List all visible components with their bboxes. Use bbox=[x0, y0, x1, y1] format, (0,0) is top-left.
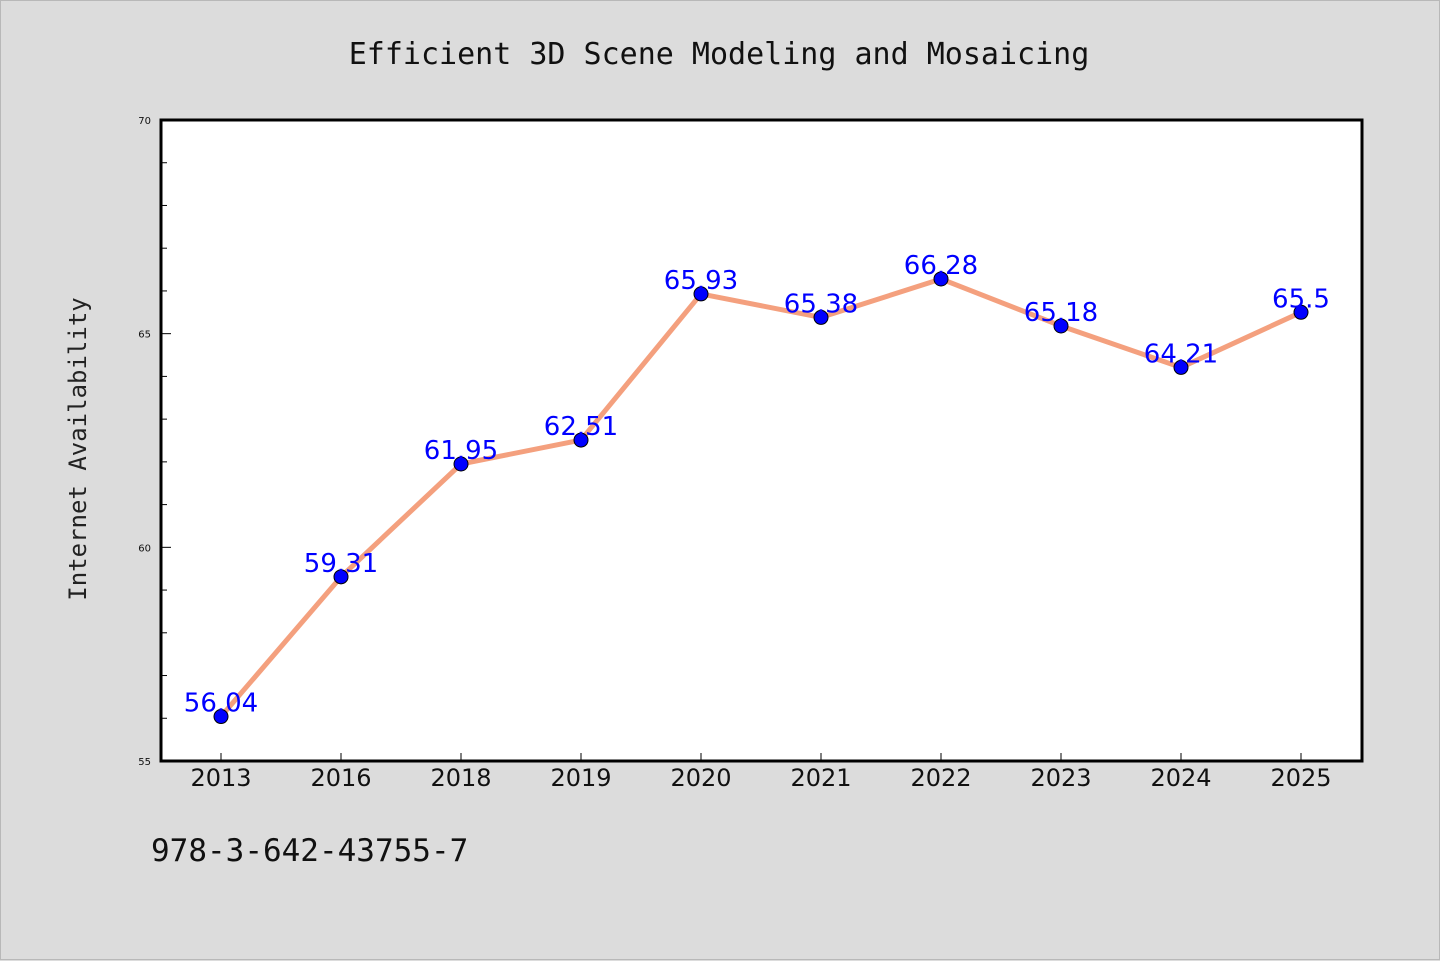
data-point bbox=[213, 709, 229, 725]
data-label: 61.95 bbox=[424, 436, 498, 466]
y-tick-label: 60 bbox=[138, 543, 151, 554]
data-point bbox=[1053, 318, 1069, 334]
x-tick-label: 2021 bbox=[790, 764, 851, 792]
x-tick-label: 2018 bbox=[430, 764, 491, 792]
footer-code: 978-3-642-43755-7 bbox=[151, 833, 469, 869]
data-label: 65.93 bbox=[664, 266, 738, 296]
data-label: 64.21 bbox=[1144, 339, 1218, 369]
data-label: 66.28 bbox=[904, 251, 978, 281]
series-line bbox=[218, 276, 1304, 720]
data-point bbox=[573, 432, 589, 448]
data-point bbox=[453, 456, 469, 472]
y-tick-label: 65 bbox=[138, 330, 151, 341]
series-marks: 56.04 59.31 61.95 62.51 65.93 65.38 66.28 65.18… bbox=[184, 251, 1330, 725]
x-tick-label: 2022 bbox=[910, 764, 971, 792]
data-point bbox=[1173, 359, 1189, 375]
x-tick-label: 2025 bbox=[1270, 764, 1331, 792]
data-point bbox=[813, 309, 829, 325]
data-label: 65.18 bbox=[1024, 298, 1098, 328]
plot-area bbox=[161, 120, 1362, 761]
x-tick-label: 2019 bbox=[550, 764, 611, 792]
x-tick-label: 2023 bbox=[1030, 764, 1091, 792]
x-tick-label: 2020 bbox=[670, 764, 731, 792]
data-point bbox=[693, 286, 709, 302]
chart-title: Efficient 3D Scene Modeling and Mosaicin… bbox=[349, 37, 1090, 72]
data-label: 65.5 bbox=[1272, 284, 1330, 314]
data-label: 59.31 bbox=[304, 549, 378, 579]
data-label: 62.51 bbox=[544, 412, 618, 442]
plot-frame bbox=[159, 118, 1364, 763]
data-point bbox=[1293, 304, 1309, 320]
x-tick-label: 2013 bbox=[190, 764, 251, 792]
x-tick-label: 2016 bbox=[310, 764, 371, 792]
data-label: 65.38 bbox=[784, 289, 858, 319]
data-point bbox=[933, 271, 949, 287]
y-tick-label: 70 bbox=[138, 116, 151, 127]
data-label: 56.04 bbox=[184, 689, 258, 719]
y-tick-label: 55 bbox=[138, 757, 151, 768]
x-tick-label: 2024 bbox=[1150, 764, 1211, 792]
axis-ticks: 55 60 65 70 2013 2016 2018 2019 2020 2021 2022 2023… bbox=[138, 116, 1331, 792]
data-point bbox=[333, 569, 349, 585]
y-axis-label: Internet Availability bbox=[64, 297, 92, 600]
